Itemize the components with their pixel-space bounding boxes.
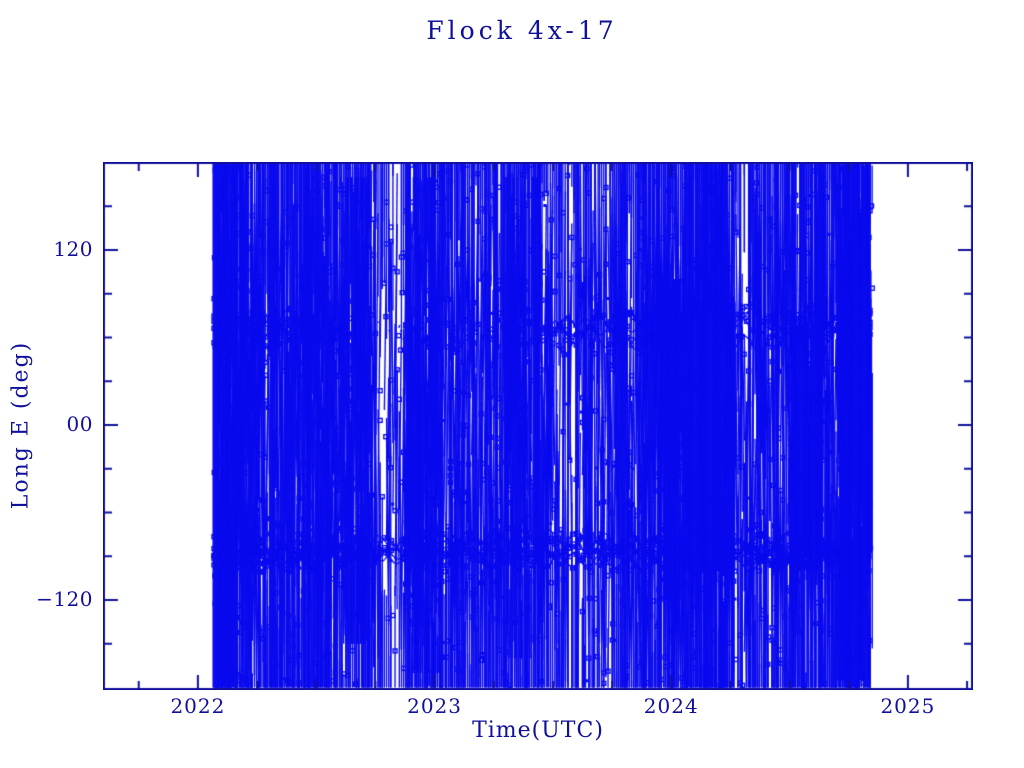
x-tick-label: 2025 xyxy=(880,694,936,718)
x-tick-label: 2022 xyxy=(170,694,226,718)
y-tick-label: 120 xyxy=(53,237,93,262)
x-tick-label: 2023 xyxy=(407,694,463,718)
chart-title: Flock 4x-17 xyxy=(426,16,618,45)
x-axis-label: Time(UTC) xyxy=(472,718,604,743)
y-tick-label: −120 xyxy=(36,586,93,611)
y-tick-label: 00 xyxy=(66,411,93,436)
y-axis-label: Long E (deg) xyxy=(8,340,34,510)
x-tick-label: 2024 xyxy=(643,694,699,718)
plot-area xyxy=(103,162,973,690)
data-canvas xyxy=(103,162,973,690)
